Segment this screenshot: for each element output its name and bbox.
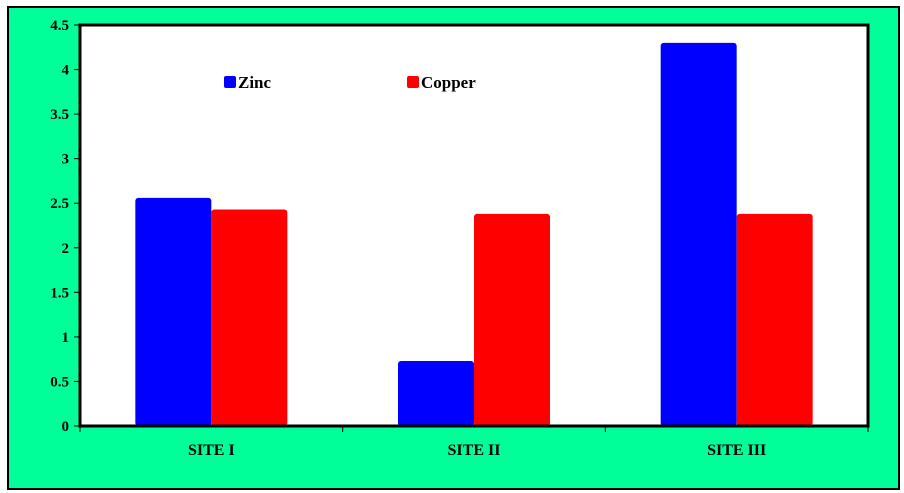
legend-swatch-zinc (224, 76, 236, 88)
y-tick-label: 1 (62, 330, 70, 346)
x-tick-label: SITE I (188, 442, 235, 459)
y-tick-label: 1.5 (50, 285, 69, 301)
y-tick-label: 2 (62, 241, 70, 257)
bar-zinc-1 (398, 360, 474, 426)
y-tick-label: 0.5 (50, 374, 69, 390)
bar-copper-0 (211, 209, 288, 426)
bar-zinc-2 (660, 42, 737, 426)
y-tick-label: 4 (62, 63, 70, 79)
y-tick-label: 4.5 (50, 18, 69, 34)
legend-label-zinc: Zinc (238, 73, 272, 92)
bar-copper-2 (736, 213, 813, 426)
legend-swatch-copper (407, 76, 419, 88)
x-tick-label: SITE II (448, 442, 501, 459)
x-tick-label: SITE III (707, 442, 766, 459)
y-tick-label: 3 (62, 152, 70, 168)
y-tick-label: 0 (62, 419, 70, 435)
plot-border (78, 23, 870, 428)
y-tick-label: 3.5 (50, 107, 69, 123)
bar-zinc-0 (135, 197, 212, 426)
bar-copper-1 (474, 213, 550, 426)
y-tick-label: 2.5 (50, 196, 69, 212)
legend-label-copper: Copper (421, 73, 476, 92)
